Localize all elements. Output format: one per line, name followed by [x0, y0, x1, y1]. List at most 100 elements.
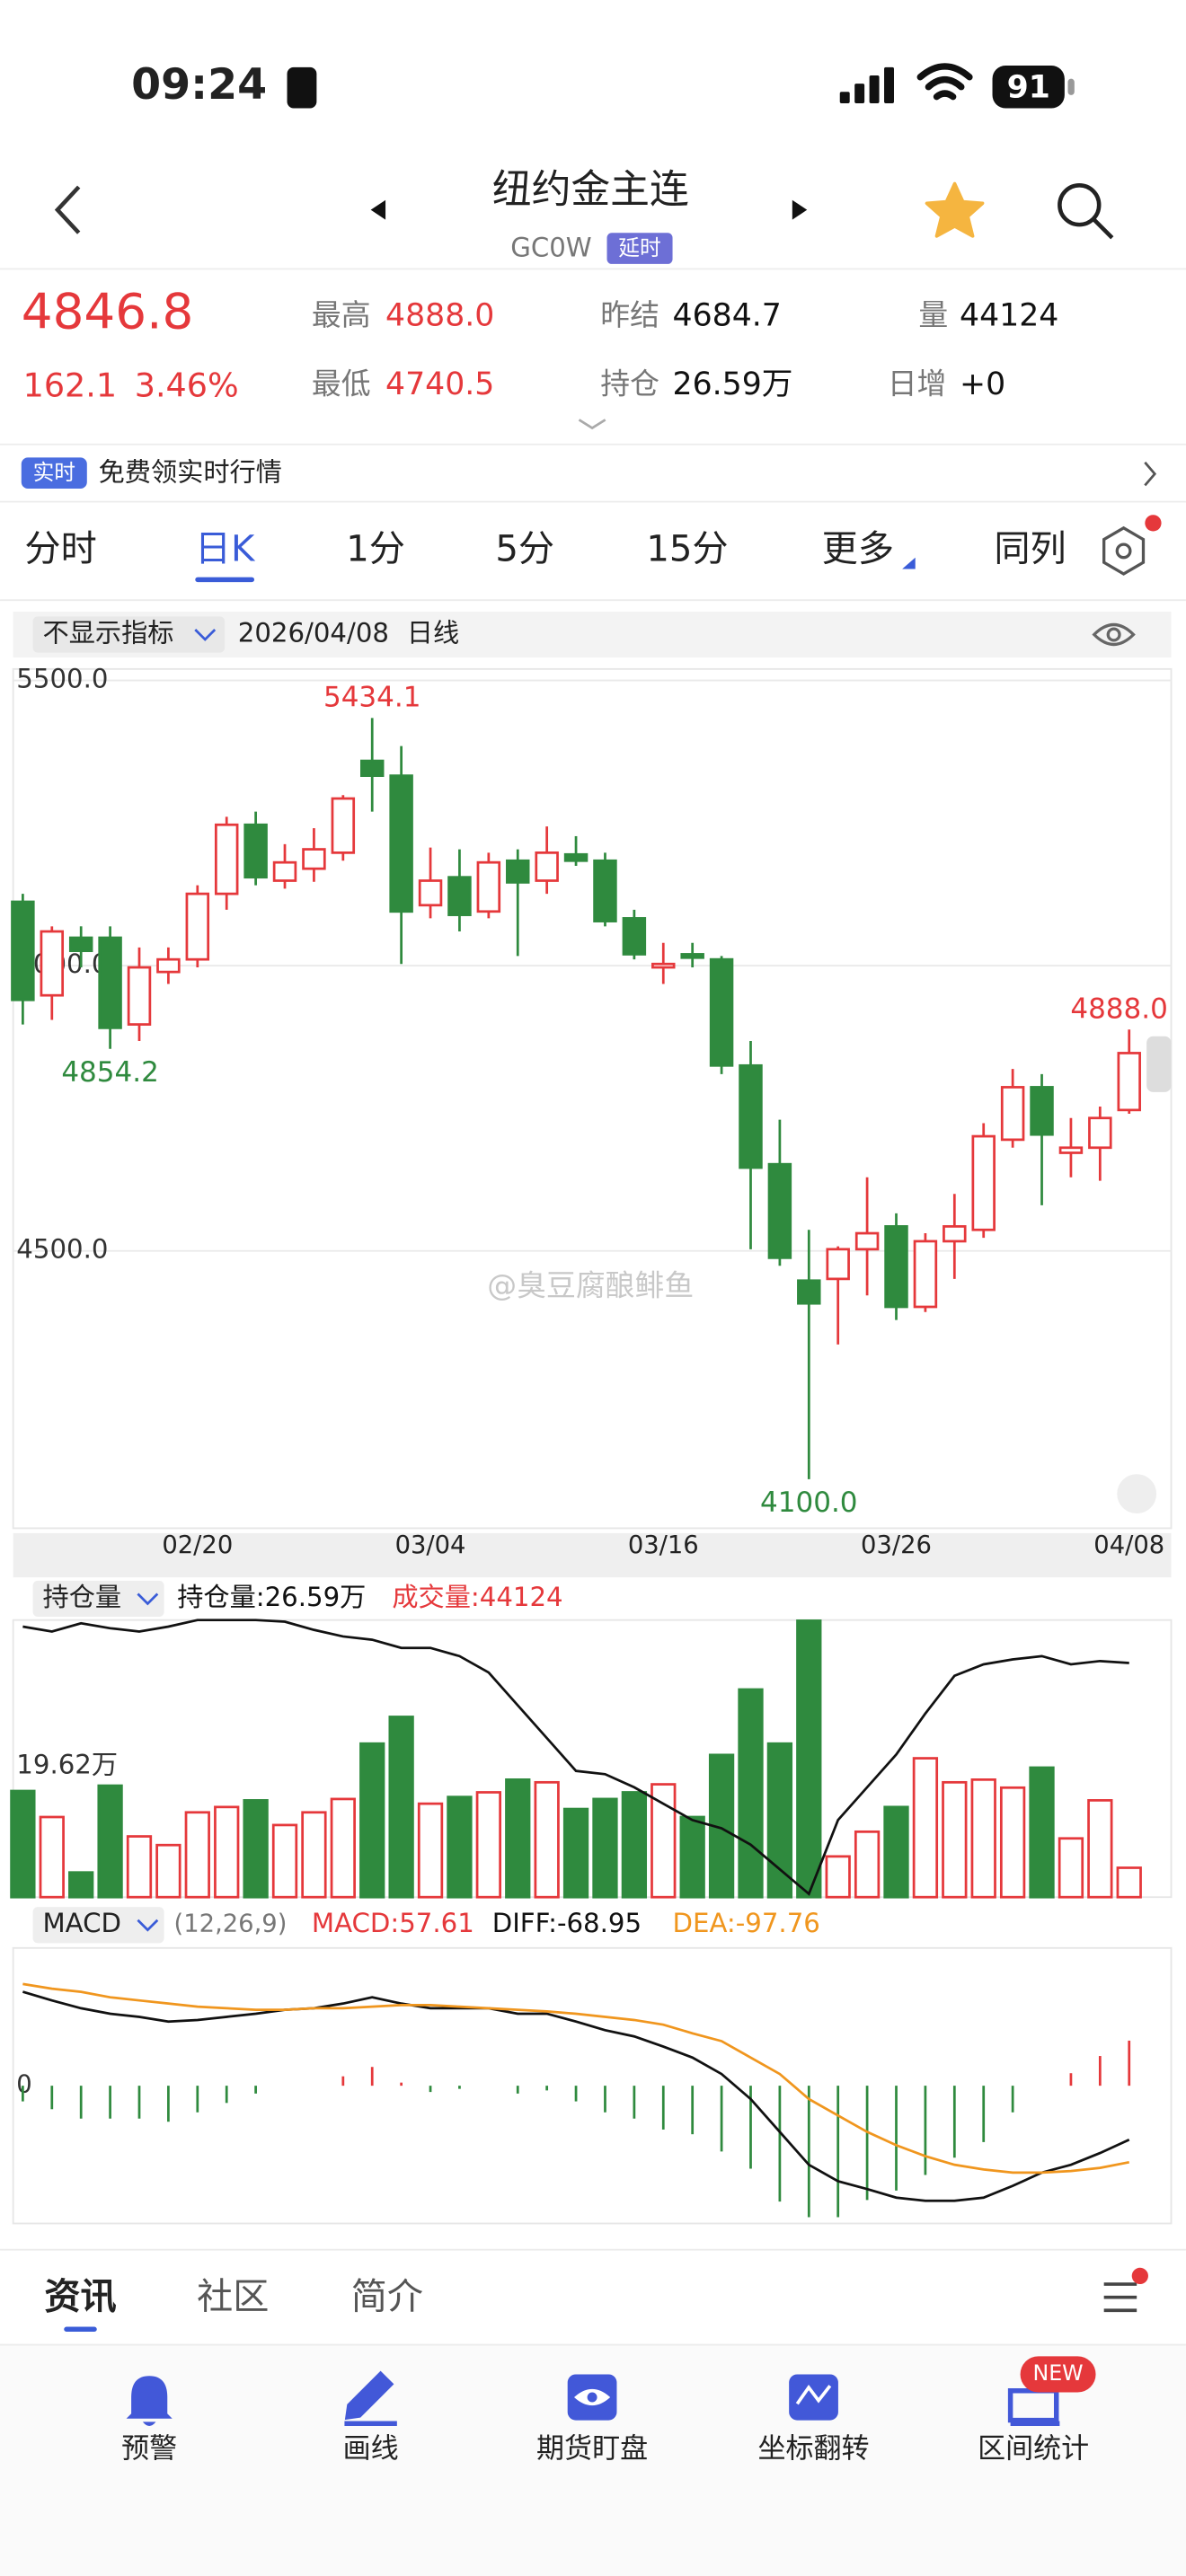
- period-tab[interactable]: 15分: [646, 528, 728, 569]
- volume-bar: [970, 1778, 996, 1899]
- bottom-tab[interactable]: 简介: [351, 2276, 423, 2317]
- y-tick-label: 0: [16, 2071, 31, 2099]
- candle-body: [418, 879, 443, 907]
- candle-body: [447, 876, 472, 916]
- period-tab[interactable]: 更多: [822, 528, 894, 569]
- x-tick-label: 03/26: [861, 1531, 932, 1559]
- expand-arrow[interactable]: [578, 419, 606, 430]
- volume-bar: [1116, 1866, 1142, 1899]
- legend-entry: 成交量:44124: [392, 1582, 562, 1612]
- period-tab[interactable]: 1分: [346, 528, 405, 569]
- indicator-select[interactable]: 不显示指标: [43, 618, 174, 648]
- signal-icon: [839, 66, 894, 104]
- candle-body: [651, 962, 676, 969]
- watch-icon-pupil: [587, 2392, 597, 2403]
- x-tick-label: 04/08: [1093, 1531, 1164, 1559]
- volume-bar: [679, 1815, 705, 1899]
- macd-line: [22, 1990, 1130, 2202]
- eye-button[interactable]: [1092, 622, 1136, 647]
- candle-body: [971, 1134, 996, 1231]
- volume-bar: [359, 1742, 385, 1899]
- toolbar-label[interactable]: 画线: [343, 2432, 399, 2465]
- candle-body: [535, 851, 559, 882]
- candle-body: [1030, 1086, 1054, 1136]
- candle-body: [156, 957, 181, 974]
- y-tick-label: 19.62万: [16, 1749, 118, 1779]
- period-tab[interactable]: 5分: [495, 528, 554, 569]
- stat-value: 44124: [960, 297, 1058, 333]
- candle-body: [331, 797, 356, 854]
- volume-select-bg[interactable]: [32, 1580, 164, 1618]
- prev-contract[interactable]: [370, 199, 386, 220]
- toolbar-label[interactable]: 期货盯盘: [536, 2432, 648, 2465]
- volume-bar: [825, 1855, 851, 1899]
- indicator-select-bg[interactable]: [32, 616, 226, 653]
- volume-bar: [39, 1815, 65, 1899]
- bottom-tab[interactable]: 社区: [197, 2276, 269, 2317]
- toolbar-label[interactable]: 区间统计: [978, 2432, 1089, 2465]
- bottom-tab[interactable]: 资讯: [44, 2276, 116, 2317]
- zoom-button[interactable]: [1117, 1474, 1157, 1514]
- price-change-pct: 3.46%: [135, 366, 239, 404]
- banner-tag: 实时: [33, 460, 75, 485]
- red-dot: [1131, 2267, 1148, 2285]
- back-button[interactable]: [54, 185, 81, 234]
- indicator-period: 日线: [407, 618, 459, 648]
- volume-select[interactable]: 持仓量: [43, 1582, 122, 1612]
- toolbar: 预警 画线 期货盯盘 坐标翻转 区间统计 NEW: [121, 2360, 1089, 2465]
- legend-entry: DEA:-97.76: [673, 1908, 820, 1938]
- alert-icon[interactable]: [126, 2376, 173, 2426]
- volume-bar: [738, 1688, 764, 1899]
- x-tick-label: 03/04: [395, 1531, 466, 1559]
- volume-bar: [1058, 1837, 1084, 1899]
- menu-button[interactable]: [1103, 2282, 1137, 2313]
- volume-bar: [766, 1742, 793, 1899]
- volume-bar: [330, 1797, 356, 1899]
- red-dot: [1145, 515, 1162, 532]
- macd-params: (12,26,9): [174, 1910, 288, 1938]
- candle-body: [1117, 1052, 1141, 1112]
- side-handle[interactable]: [1146, 1036, 1172, 1092]
- next-contract[interactable]: [792, 199, 808, 220]
- wifi-icon: [916, 63, 973, 101]
- dropdown-arrow: [194, 629, 217, 641]
- macd-select[interactable]: MACD: [43, 1908, 121, 1938]
- volume-bar: [68, 1871, 94, 1899]
- stat-label: 量: [918, 297, 948, 332]
- x-tick-label: 03/16: [628, 1531, 699, 1559]
- kline-frame: [12, 667, 1173, 1530]
- volume-bar: [447, 1795, 473, 1899]
- candle-body: [40, 930, 65, 997]
- macd-select-bg[interactable]: [32, 1907, 164, 1944]
- extreme-label: 5434.1: [323, 681, 421, 713]
- volume-bar: [97, 1784, 123, 1899]
- period-tab[interactable]: 日K: [195, 528, 256, 569]
- banner-arrow[interactable]: [1144, 461, 1157, 487]
- last-price: 4846.8: [22, 283, 194, 340]
- stat-value: 4888.0: [385, 297, 494, 333]
- period-tab[interactable]: 分时: [24, 528, 96, 569]
- favorite-star[interactable]: [925, 181, 985, 238]
- toolbar-label[interactable]: 坐标翻转: [758, 2432, 870, 2465]
- price-change: 162.1: [23, 366, 118, 404]
- contract-code: GC0W: [510, 232, 591, 262]
- date-axis-strip: [13, 1532, 1172, 1578]
- period-tab[interactable]: 同列: [994, 528, 1066, 569]
- candle-body: [943, 1225, 967, 1243]
- toolbar-label[interactable]: 预警: [121, 2432, 177, 2465]
- quote-stats: 最高 4888.0 昨结 4684.7 量 44124 最低 4740.5 持仓 26.59万 日增…: [312, 297, 1058, 402]
- macd-line: [22, 1982, 1130, 2175]
- volume-frame: [12, 1619, 1173, 1899]
- banner-text[interactable]: 免费领实时行情: [99, 457, 282, 488]
- flip-icon[interactable]: [789, 2374, 838, 2421]
- stat-value: 4740.5: [385, 366, 494, 402]
- volume-bar: [796, 1619, 822, 1899]
- settings-button[interactable]: [1102, 525, 1146, 576]
- candle-body: [476, 860, 501, 913]
- tab-underline: [64, 2326, 97, 2332]
- draw-icon[interactable]: [344, 2370, 397, 2426]
- search-button[interactable]: [1058, 183, 1114, 240]
- volume-bar: [912, 1757, 939, 1899]
- legend-entry: MACD:57.61: [312, 1908, 474, 1938]
